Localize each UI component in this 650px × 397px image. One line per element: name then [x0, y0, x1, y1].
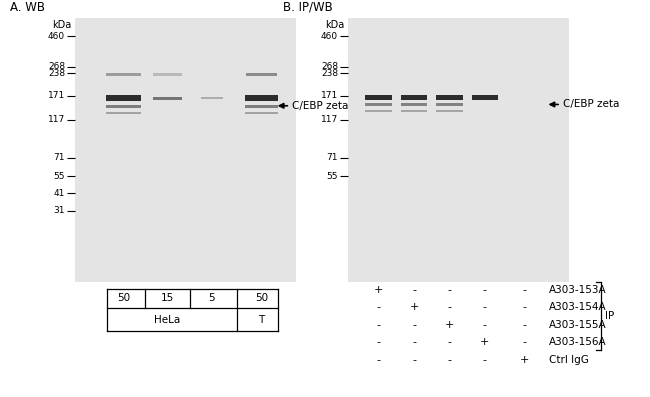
- Bar: [365, 110, 392, 112]
- Text: C/EBP zeta: C/EBP zeta: [292, 101, 349, 111]
- Text: +: +: [480, 337, 489, 347]
- Text: 71: 71: [53, 153, 65, 162]
- Bar: [436, 103, 463, 106]
- Bar: [106, 105, 141, 108]
- Text: 55: 55: [53, 172, 65, 181]
- Text: A303-154A: A303-154A: [549, 302, 607, 312]
- Text: HeLa: HeLa: [155, 314, 181, 325]
- Text: -: -: [523, 320, 526, 330]
- Text: 31: 31: [53, 206, 65, 215]
- Text: -: -: [412, 285, 416, 295]
- Text: A303-156A: A303-156A: [549, 337, 607, 347]
- Text: 460: 460: [321, 32, 338, 41]
- Text: 15: 15: [161, 293, 174, 303]
- Text: -: -: [447, 302, 451, 312]
- Text: -: -: [377, 337, 381, 347]
- Bar: [245, 112, 278, 114]
- Text: -: -: [377, 355, 381, 365]
- Text: 71: 71: [326, 153, 338, 162]
- Text: -: -: [412, 337, 416, 347]
- Text: IP: IP: [604, 311, 614, 321]
- Text: C/EBP zeta: C/EBP zeta: [563, 100, 619, 110]
- Bar: [201, 97, 223, 99]
- Bar: [365, 94, 392, 100]
- Bar: [471, 94, 498, 100]
- Bar: [106, 96, 141, 101]
- Text: Ctrl IgG: Ctrl IgG: [549, 355, 589, 365]
- Bar: [245, 96, 278, 101]
- Text: +: +: [410, 302, 419, 312]
- Text: 50: 50: [117, 293, 130, 303]
- Bar: [246, 73, 277, 76]
- Text: 117: 117: [320, 115, 338, 124]
- Text: -: -: [523, 337, 526, 347]
- Text: -: -: [483, 320, 487, 330]
- Text: -: -: [447, 285, 451, 295]
- Bar: [348, 18, 569, 282]
- Text: A303-155A: A303-155A: [549, 320, 607, 330]
- Text: kDa: kDa: [325, 20, 344, 30]
- Text: 5: 5: [209, 293, 215, 303]
- Text: 268: 268: [48, 62, 65, 71]
- Text: -: -: [412, 320, 416, 330]
- Text: -: -: [447, 355, 451, 365]
- Bar: [401, 103, 427, 106]
- Text: 117: 117: [47, 115, 65, 124]
- Bar: [436, 110, 463, 112]
- Bar: [365, 103, 392, 106]
- Bar: [106, 112, 141, 114]
- Text: B. IP/WB: B. IP/WB: [283, 1, 333, 14]
- Bar: [436, 94, 463, 100]
- Text: 50: 50: [255, 293, 268, 303]
- Text: A. WB: A. WB: [10, 1, 45, 14]
- Text: 460: 460: [48, 32, 65, 41]
- Bar: [153, 97, 182, 100]
- Text: -: -: [483, 355, 487, 365]
- Text: -: -: [412, 355, 416, 365]
- Text: 41: 41: [53, 189, 65, 198]
- Text: -: -: [523, 302, 526, 312]
- Text: -: -: [377, 320, 381, 330]
- Bar: [245, 105, 278, 108]
- Text: 171: 171: [320, 91, 338, 100]
- Text: kDa: kDa: [52, 20, 72, 30]
- Text: +: +: [445, 320, 454, 330]
- Text: -: -: [523, 285, 526, 295]
- Text: 238: 238: [48, 69, 65, 78]
- Text: T: T: [258, 314, 265, 325]
- Text: 55: 55: [326, 172, 338, 181]
- Text: -: -: [483, 285, 487, 295]
- Text: 238: 238: [321, 69, 338, 78]
- Bar: [401, 94, 427, 100]
- Text: A303-153A: A303-153A: [549, 285, 607, 295]
- Bar: [401, 110, 427, 112]
- Text: +: +: [520, 355, 529, 365]
- Text: -: -: [377, 302, 381, 312]
- Text: 171: 171: [47, 91, 65, 100]
- Text: -: -: [447, 337, 451, 347]
- Text: 268: 268: [321, 62, 338, 71]
- Bar: [153, 73, 182, 76]
- Bar: [106, 73, 141, 76]
- Text: -: -: [483, 302, 487, 312]
- Bar: [75, 18, 296, 282]
- Text: +: +: [374, 285, 383, 295]
